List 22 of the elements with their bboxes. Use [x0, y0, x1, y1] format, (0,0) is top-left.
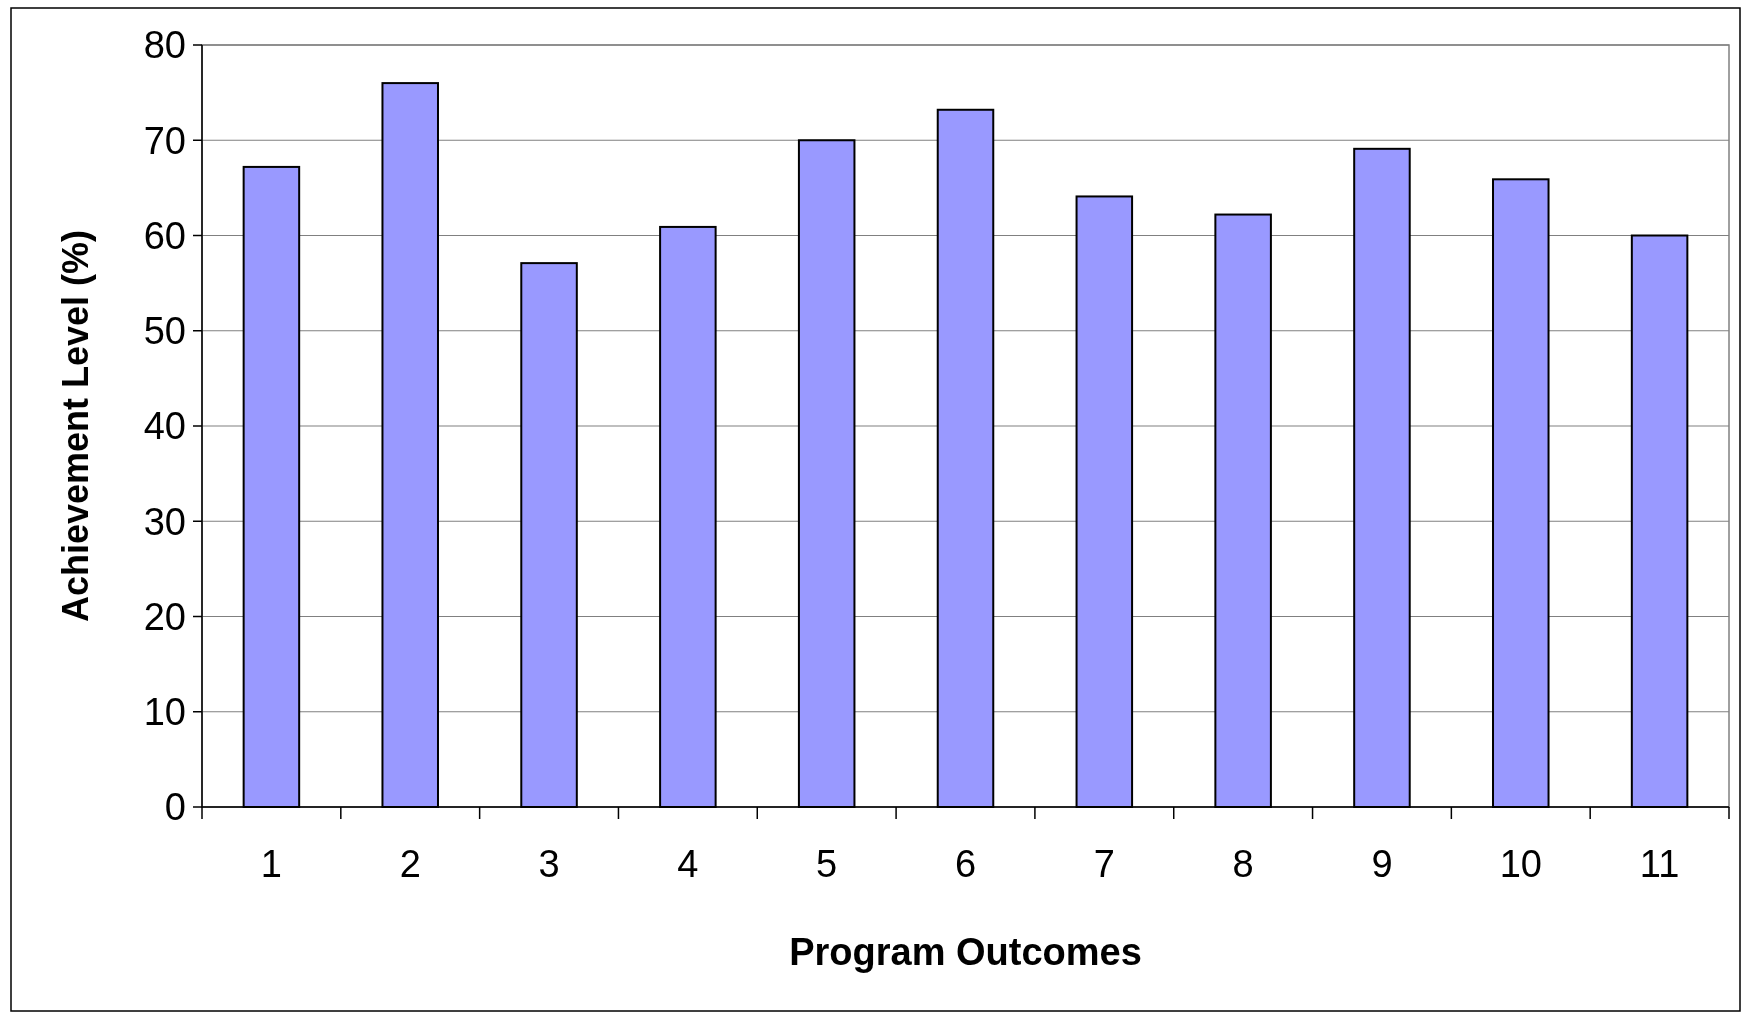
y-tick-label: 20 — [143, 595, 186, 638]
x-tick-label: 3 — [538, 843, 560, 885]
x-tick-label: 5 — [816, 843, 838, 885]
y-tick-label: 60 — [143, 214, 186, 257]
y-tick-label: 70 — [143, 119, 186, 162]
x-tick-label: 1 — [260, 843, 282, 885]
x-axis-title: Program Outcomes — [789, 931, 1142, 973]
x-tick-label: 11 — [1639, 843, 1680, 885]
y-axis-title: Achievement Level (%) — [55, 229, 96, 623]
x-tick-label: 6 — [954, 843, 977, 885]
x-tick-label: 2 — [399, 843, 421, 885]
x-tick-label: 8 — [1232, 843, 1254, 885]
y-tick-label: 0 — [164, 786, 186, 829]
x-tick-label: 9 — [1371, 843, 1393, 885]
x-tick-label: 10 — [1499, 843, 1542, 885]
y-tick-label: 10 — [143, 691, 186, 734]
y-tick-label: 80 — [143, 24, 186, 67]
x-tick-label: 4 — [677, 843, 699, 885]
x-tick-label: 7 — [1093, 843, 1115, 885]
y-tick-label: 50 — [143, 310, 186, 353]
y-tick-label: 30 — [143, 500, 186, 543]
y-tick-label: 40 — [143, 405, 186, 448]
